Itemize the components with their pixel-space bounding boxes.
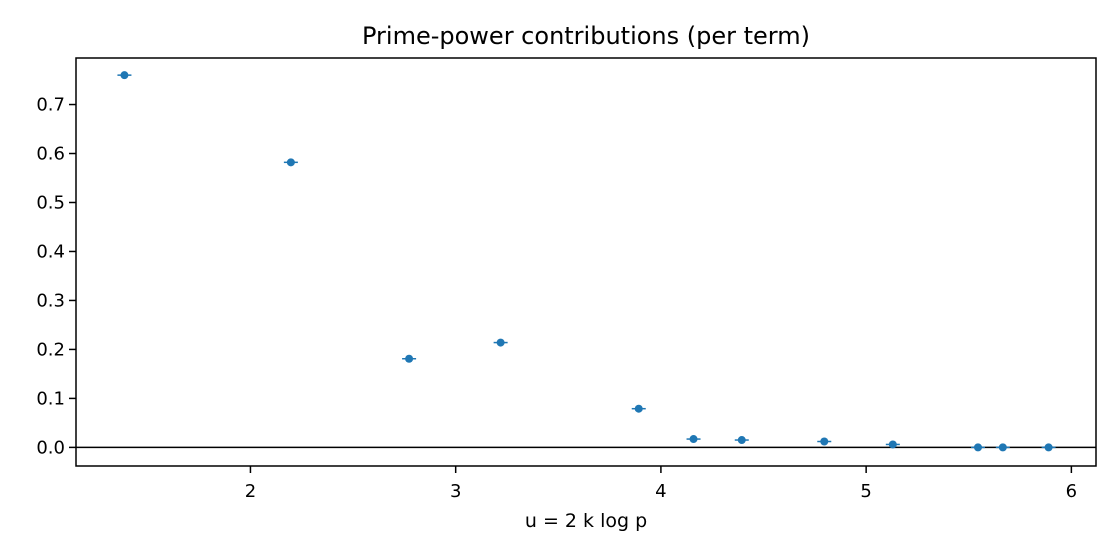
data-point [686,435,701,444]
y-tick-label: 0.0 [36,437,65,458]
y-tick-label: 0.4 [36,241,65,262]
data-point [493,338,508,347]
plot-frame [75,57,1097,467]
y-tick-label: 0.3 [36,290,65,311]
data-point [885,440,900,449]
point-marker [689,435,698,444]
point-marker [888,440,897,449]
point-marker [496,338,505,347]
x-axis: 2 3 4 5 6 [245,466,1077,502]
y-axis: 0.0 0.1 0.2 0.3 0.4 0.5 0.6 0.7 [36,95,76,458]
data-point [402,354,417,363]
x-tick-label: 2 [245,481,256,502]
data-point [283,158,298,167]
chart-title: Prime-power contributions (per term) [362,22,810,50]
point-marker [973,443,982,452]
x-tick-label: 4 [655,481,666,502]
point-marker [120,71,129,80]
y-tick-label: 0.5 [36,192,65,213]
point-marker [405,354,414,363]
y-tick-label: 0.7 [36,95,65,116]
data-point [817,437,832,446]
data-point [970,443,985,452]
data-point [631,404,646,413]
data-point [117,71,132,80]
point-marker [737,436,746,445]
x-tick-label: 6 [1066,481,1077,502]
point-marker [820,437,829,446]
point-marker [1044,443,1053,452]
point-marker [634,404,643,413]
data-point [1041,443,1056,452]
point-marker [998,443,1007,452]
point-marker [286,158,295,167]
x-axis-label: u = 2 k log p [525,510,647,532]
y-tick-label: 0.6 [36,144,65,165]
data-point [995,443,1010,452]
data-points [117,71,1056,452]
data-point [734,436,749,445]
x-tick-label: 3 [450,481,461,502]
y-tick-label: 0.2 [36,339,65,360]
x-tick-label: 5 [860,481,871,502]
y-tick-label: 0.1 [36,388,65,409]
